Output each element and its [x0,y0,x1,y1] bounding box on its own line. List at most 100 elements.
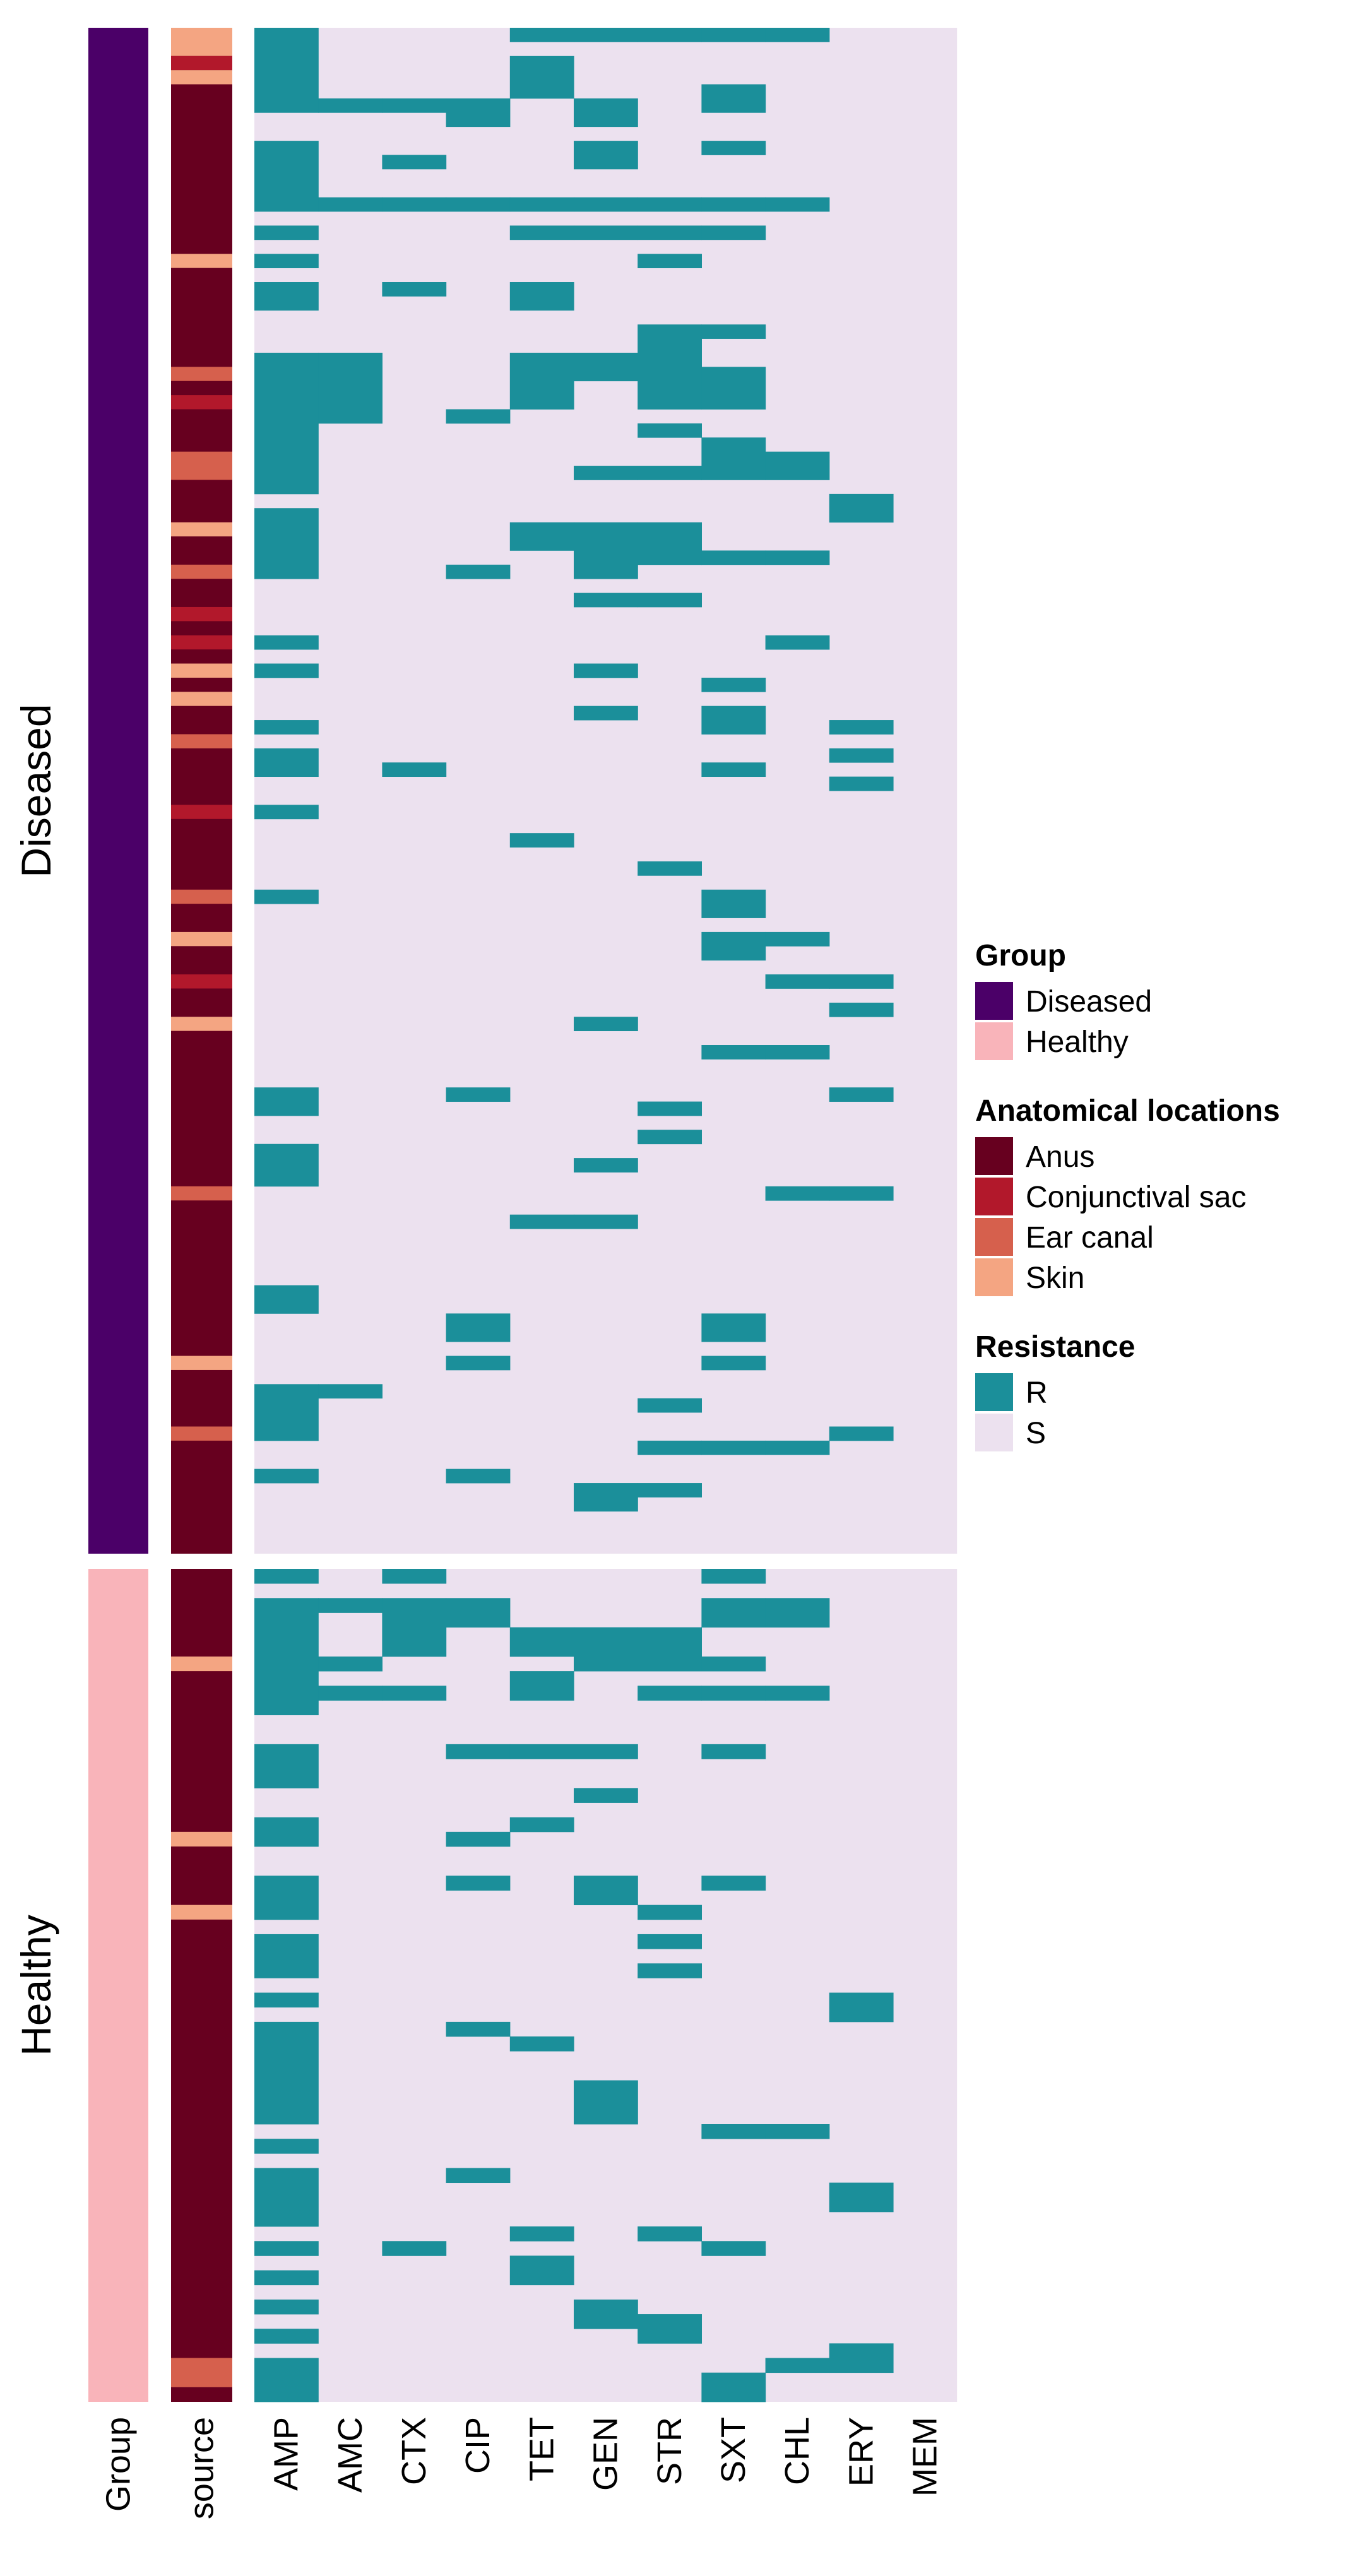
resistant-cell-healthy-gen-4 [574,2080,638,2125]
resistant-cell-diseased-ery-0 [829,493,894,523]
resistant-cell-healthy-sxt-6 [701,2124,766,2139]
resistant-cell-diseased-str-0 [638,28,702,42]
resistant-cell-diseased-ery-1 [829,720,894,735]
resistant-cell-diseased-chl-7 [765,1186,830,1201]
resistant-cell-healthy-cip-1 [446,1744,511,1759]
resistant-cell-diseased-sxt-9 [701,706,766,735]
resistant-cell-diseased-amc-2 [318,352,383,424]
resistant-cell-diseased-ery-3 [829,776,894,791]
resistant-cell-diseased-gen-5 [574,466,638,480]
resistant-cell-diseased-sxt-7 [701,550,766,565]
resistant-cell-healthy-gen-2 [574,1788,638,1803]
resistant-cell-healthy-sxt-8 [701,2372,766,2402]
resistant-cell-diseased-amp-12 [254,889,319,904]
resistant-cell-diseased-ery-6 [829,1087,894,1102]
source-segment-diseased-0 [171,28,232,56]
source-segment-diseased-21 [171,1426,232,1441]
source-segment-diseased-13 [171,734,232,748]
source-segment-diseased-8 [171,564,232,579]
resistant-cell-diseased-sxt-2 [701,197,766,212]
resistant-cell-healthy-tet-5 [509,2226,574,2242]
resistant-cell-healthy-chl-0 [765,1598,830,1628]
x-tick-cip: CIP [459,2417,497,2474]
resistant-cell-healthy-str-6 [638,2314,702,2344]
resistant-cell-healthy-cip-0 [446,1598,511,1628]
resistant-cell-diseased-chl-1 [765,451,830,480]
legend-label-healthy: Healthy [1026,1025,1129,1059]
resistant-cell-diseased-str-0 [638,197,702,212]
resistant-cell-diseased-ery-8 [829,1426,894,1441]
resistant-cell-diseased-sxt-14 [701,1313,766,1342]
heatmap-cells [254,28,958,2402]
resistant-cell-healthy-sxt-4 [701,1744,766,1759]
resistant-cell-diseased-sxt-3 [701,225,766,240]
row-title-diseased: Diseased [13,704,59,877]
x-tick-group: Group [100,2417,138,2512]
resistant-cell-diseased-amp-10 [254,748,319,777]
resistant-cell-diseased-cip-0 [446,98,511,127]
resistant-cell-healthy-tet-2 [509,1744,574,1759]
x-tick-gen: GEN [587,2417,625,2491]
resistant-cell-diseased-amp-17 [254,1468,319,1484]
resistant-cell-healthy-gen-0 [574,1627,638,1672]
resistant-cell-diseased-gen-8 [574,663,638,678]
resistant-cell-diseased-str-6 [638,522,702,565]
resistant-cell-healthy-amp-0 [254,1569,319,1584]
legend-swatch-healthy [975,1022,1013,1060]
resistant-cell-diseased-amc-3 [318,1384,383,1399]
source-annotation-healthy [171,1569,232,2402]
resistant-cell-diseased-gen-2 [574,197,638,212]
resistant-cell-healthy-amp-2 [254,1744,319,1788]
resistant-cell-diseased-tet-5 [509,522,574,551]
legend-swatch-diseased [975,982,1013,1020]
resistant-cell-healthy-sxt-2 [701,1656,766,1672]
resistant-cell-diseased-gen-9 [574,706,638,721]
resistant-cell-healthy-cip-2 [446,1831,511,1847]
resistant-cell-healthy-tet-4 [509,2036,574,2052]
resistant-cell-diseased-tet-0 [509,28,574,42]
resistant-cell-diseased-tet-3 [509,282,574,311]
resistant-cell-diseased-sxt-11 [701,889,766,918]
resistant-cell-diseased-gen-4 [574,352,638,382]
resistant-cell-diseased-sxt-16 [701,1440,766,1455]
resistant-cell-diseased-cip-7 [446,1468,511,1484]
resistant-cell-diseased-str-3 [638,324,702,410]
resistant-cell-healthy-gen-1 [574,1744,638,1759]
legend-label-s: S [1026,1417,1046,1450]
x-tick-ery: ERY [842,2417,880,2486]
resistant-cell-healthy-sxt-1 [701,1598,766,1628]
source-segment-diseased-7 [171,522,232,536]
resistant-cell-diseased-amp-4 [254,282,319,311]
resistant-cell-healthy-amp-10 [254,2241,319,2256]
resistant-cell-diseased-chl-4 [765,931,830,947]
resistant-cell-diseased-cip-2 [446,409,511,424]
resistant-cell-diseased-tet-7 [509,1214,574,1229]
source-segment-diseased-10 [171,635,232,650]
legend-swatch-conjunctival-sac [975,1178,1013,1215]
resistant-cell-diseased-ctx-1 [382,155,447,170]
legend-label-skin: Skin [1026,1261,1084,1295]
resistant-cell-healthy-amc-2 [318,1686,383,1701]
source-segment-diseased-18 [171,1017,232,1031]
resistant-cell-healthy-amp-6 [254,1992,319,2008]
resistant-cell-diseased-gen-0 [574,98,638,127]
legend-swatch-r [975,1373,1013,1411]
resistant-cell-healthy-amc-0 [318,1598,383,1613]
resistant-cell-diseased-tet-2 [509,225,574,240]
resistant-cell-healthy-amp-5 [254,1934,319,1978]
x-tick-str: STR [651,2417,689,2485]
resistant-cell-diseased-str-7 [638,593,702,608]
resistant-cell-diseased-tet-1 [509,197,574,212]
resistant-cell-diseased-sxt-13 [701,1045,766,1060]
resistant-cell-healthy-str-5 [638,2226,702,2242]
resistant-cell-healthy-amp-11 [254,2270,319,2286]
resistant-cell-diseased-gen-13 [574,1483,638,1512]
group-annotation-healthy [88,1569,148,2402]
resistant-cell-healthy-str-4 [638,1963,702,1978]
annotation-columns [88,28,232,2402]
resistant-cell-diseased-sxt-0 [701,84,766,113]
resistant-cell-healthy-chl-1 [765,1686,830,1701]
resistant-cell-healthy-tet-3 [509,1817,574,1833]
resistant-cell-diseased-chl-5 [765,974,830,989]
legend-label-ear-canal: Ear canal [1026,1221,1154,1255]
